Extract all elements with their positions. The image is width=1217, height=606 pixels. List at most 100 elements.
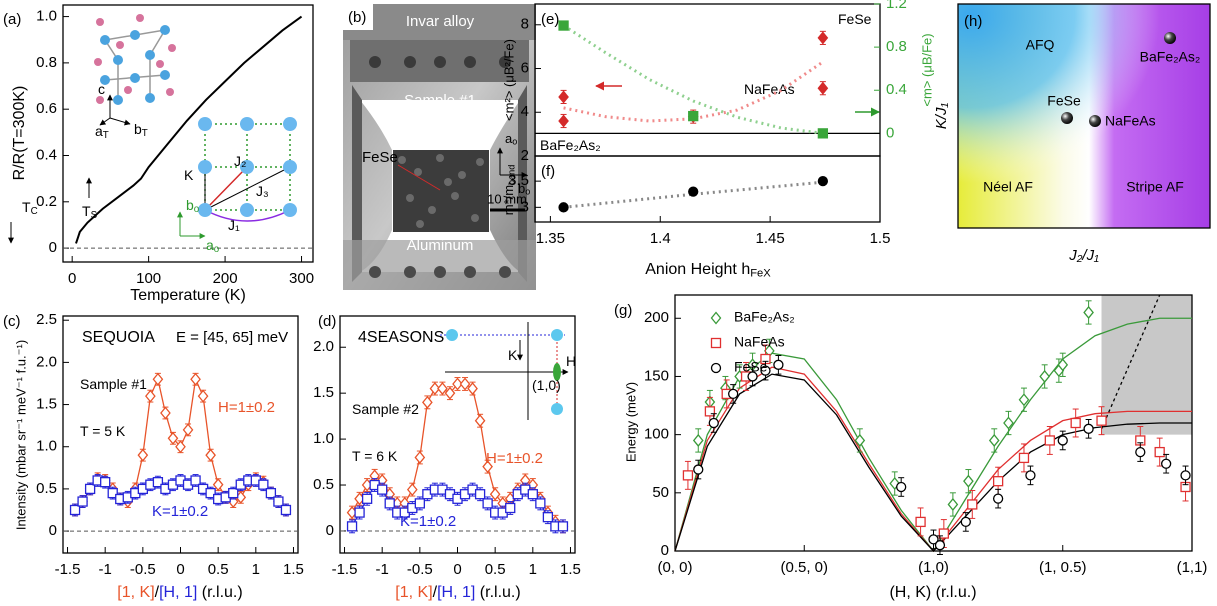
fit-curve [1100, 294, 1161, 430]
label-text: FeSe [838, 11, 872, 27]
subscript: o [194, 204, 200, 215]
data-point [535, 498, 546, 509]
data-point [482, 498, 493, 509]
y-tick-label: 50 [652, 484, 669, 501]
data-point [474, 489, 486, 500]
data-point [152, 372, 164, 386]
y-axis-label: <m²> (μB²/Fe) [501, 39, 516, 121]
data-point [1018, 452, 1030, 464]
data-point [182, 423, 194, 437]
panel-label: (h) [964, 13, 982, 30]
data-point [934, 540, 946, 551]
x-tick-label: 0 [176, 561, 184, 578]
label-text: Anion Height h [645, 261, 750, 278]
data-point [557, 521, 569, 532]
subscript: o [525, 187, 530, 197]
fit-curve [563, 60, 824, 123]
data-point [467, 382, 478, 396]
data-point [693, 464, 704, 475]
data-point [84, 483, 96, 495]
fit-curve [563, 180, 824, 209]
y-tick-label: 1.0 [313, 430, 334, 447]
reciprocal-inset [440, 322, 569, 420]
data-point [773, 359, 784, 370]
y-tick-label: 1.0 [36, 438, 57, 455]
x-tick-label: 0 [68, 270, 76, 287]
data-point [967, 499, 978, 510]
x-tick-label: 1.4 [650, 230, 671, 247]
chart-title: 4SEASONS [358, 329, 444, 346]
data-point [728, 388, 739, 400]
y2-tick-label: 1.2 [886, 0, 907, 12]
shaded-region [1101, 295, 1192, 435]
label-text: / [155, 584, 160, 601]
data-point [444, 386, 456, 400]
panel-label: (e) [541, 11, 559, 28]
data-point [265, 487, 277, 499]
y2-tick-label: 0 [886, 124, 894, 141]
subscript: C [31, 206, 38, 217]
annotation: J₁ [228, 217, 240, 233]
axis-label: bo [518, 181, 530, 197]
data-point [558, 20, 569, 31]
data-point [346, 521, 358, 532]
data-point [1083, 305, 1094, 319]
y-tick-label: 150 [644, 367, 669, 384]
x-tick-label: 300 [289, 270, 314, 287]
y-axis-label: Energy (meV) [623, 382, 638, 462]
x-tick-label: 1.5 [870, 230, 891, 247]
x-axis-label: Temperature (K) [130, 287, 246, 304]
x-axis-label: J₂/J₁ [1068, 247, 1099, 264]
label-text: / [433, 584, 438, 601]
data-point [212, 478, 224, 492]
photo-label: FeSe [362, 149, 398, 166]
data-point [1154, 446, 1165, 458]
annotation: T = 5 K [80, 423, 126, 439]
data-point [1135, 446, 1146, 458]
panel-label: (a) [3, 11, 21, 28]
label-text: J₃ [256, 183, 269, 199]
chart-title: SEQUOIA [82, 329, 155, 346]
y-axis-label: Intensity (mbar sr⁻¹ meV⁻¹ f.u.⁻¹) [13, 340, 28, 530]
data-point [708, 417, 719, 429]
data-point [429, 382, 441, 396]
data-point [384, 498, 395, 509]
label-text: a [505, 131, 513, 146]
y-tick-label: 2.0 [36, 353, 57, 370]
label-text: (r.l.u.) [475, 584, 520, 601]
label-text: BaFe₂As₂ [540, 137, 601, 153]
legend-marker [710, 311, 722, 325]
x-axis-label: [1, K]/[H, 1] (r.l.u.) [117, 584, 242, 601]
data-point [205, 487, 216, 499]
data-point [137, 448, 149, 462]
data-point [558, 202, 569, 213]
annotation: aT [95, 123, 109, 141]
y-tick-label: 4 [521, 103, 529, 120]
x-tick-label: 200 [213, 270, 238, 287]
y2-tick-label: 0.4 [886, 81, 907, 98]
y-axis-label: R/R(T=300K) [11, 86, 28, 181]
y-tick-label: 8 [521, 16, 529, 33]
y-axis-label: m*/mband [501, 165, 517, 216]
data-point [947, 497, 959, 511]
plot-frame [339, 315, 576, 554]
data-point [77, 496, 88, 507]
data-point [1161, 458, 1172, 469]
data-point [100, 477, 111, 488]
photo-label: Aluminum [407, 237, 474, 254]
y-tick-label: 0 [49, 239, 57, 256]
label-text: T = 6 K [352, 448, 398, 464]
data-point [988, 433, 1000, 447]
panel-label: (c) [3, 313, 21, 330]
data-point [1083, 423, 1094, 434]
y-tick-label: 0 [49, 522, 57, 539]
y-tick-label: 3.5 [508, 172, 529, 189]
phase-diagram: (h) AFQ Néel AF Stripe AF BaFe₂As₂ FeSe … [933, 3, 1211, 264]
data-point [1057, 435, 1068, 446]
series-label: K=1±0.2 [400, 513, 456, 530]
legend-label: NaFeAs [734, 334, 785, 350]
annotation: K [184, 167, 194, 183]
y-tick-label: 0.5 [36, 480, 57, 497]
label-text: J₁ [228, 217, 240, 233]
photo-label: Sample #1 [404, 92, 476, 109]
